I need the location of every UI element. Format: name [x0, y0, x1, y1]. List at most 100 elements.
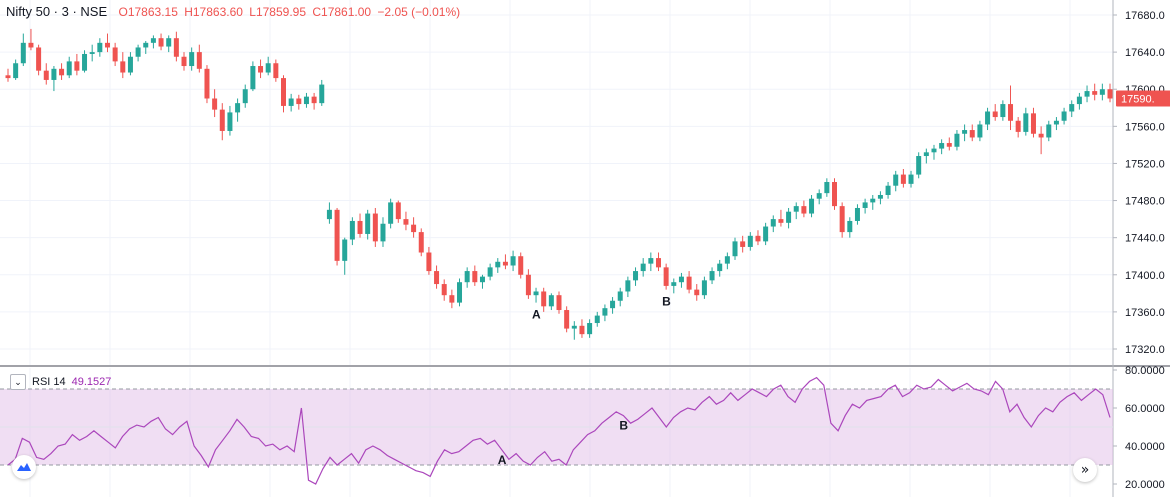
price-tick-label: 17320.0	[1125, 344, 1165, 356]
rsi-name[interactable]: RSI 14	[32, 376, 66, 388]
candle	[648, 258, 654, 264]
candle	[809, 198, 815, 214]
candle	[59, 68, 65, 76]
candle	[395, 202, 401, 220]
double-chevron-right-icon[interactable]: »	[1073, 458, 1097, 482]
candle	[89, 52, 95, 54]
candle	[502, 261, 508, 266]
candle	[579, 325, 585, 335]
candle	[939, 143, 945, 149]
candle	[885, 185, 891, 195]
candle	[204, 68, 210, 99]
candle	[28, 42, 34, 48]
candle	[288, 98, 294, 106]
candle	[594, 315, 600, 324]
candle	[135, 47, 141, 57]
rsi-tick-label: 40.0000	[1125, 441, 1165, 453]
candle	[916, 156, 922, 175]
candle	[854, 207, 860, 221]
candle	[709, 271, 715, 281]
candle	[479, 276, 485, 283]
price-tick-label: 17680.0	[1125, 10, 1165, 22]
price-tick-label: 17560.0	[1125, 121, 1165, 133]
candle	[372, 213, 378, 242]
candle	[962, 130, 968, 134]
candle	[1038, 133, 1044, 138]
candle	[740, 241, 746, 247]
candle	[1084, 91, 1090, 97]
symbol-title[interactable]: Nifty 50 · 3 · NSE	[6, 4, 108, 19]
rsi-legend: ⌄ RSI 14 49.1527	[10, 374, 111, 390]
candle	[862, 202, 868, 208]
candle	[434, 271, 440, 285]
candle	[74, 61, 80, 71]
candle	[1008, 104, 1014, 121]
candle	[839, 206, 845, 233]
rsi-tick-label: 20.0000	[1125, 479, 1165, 491]
candle	[678, 276, 684, 283]
candle	[686, 276, 692, 290]
candle	[189, 52, 195, 67]
candle	[877, 194, 883, 199]
rsi-tick-label: 60.0000	[1125, 403, 1165, 415]
candle	[533, 291, 539, 296]
candle	[464, 271, 470, 283]
rsi-annotation-b: B	[619, 419, 628, 433]
candle	[923, 152, 929, 157]
candle	[625, 280, 631, 292]
candle	[518, 256, 524, 275]
candle	[824, 182, 830, 194]
candle	[273, 63, 279, 79]
chevron-down-icon[interactable]: ⌄	[10, 374, 26, 390]
candle	[946, 143, 952, 147]
candle	[770, 219, 776, 227]
candle	[931, 148, 937, 153]
candle	[36, 47, 42, 71]
candle	[1015, 120, 1021, 132]
candle	[633, 271, 639, 281]
candle	[908, 174, 914, 184]
candle	[426, 252, 432, 272]
candle	[801, 206, 807, 214]
candle	[786, 211, 792, 223]
candle	[977, 124, 983, 138]
candle	[120, 61, 126, 73]
current-price-tag	[1116, 90, 1170, 107]
rsi-value: 49.1527	[71, 376, 112, 388]
candle	[1107, 89, 1113, 99]
candle	[66, 61, 72, 76]
candle	[242, 89, 248, 104]
candle	[1076, 96, 1082, 105]
high-value: H17863.60	[184, 5, 243, 19]
rsi-line	[7, 376, 1111, 485]
candle	[104, 42, 110, 48]
candle	[724, 256, 730, 264]
candle	[832, 182, 837, 207]
candle	[732, 241, 738, 257]
candle	[1053, 120, 1059, 125]
candle	[893, 174, 899, 186]
tradingview-logo-icon[interactable]	[12, 455, 36, 479]
candle	[717, 263, 723, 272]
candle	[587, 323, 593, 335]
candle	[694, 289, 700, 296]
candle	[365, 213, 371, 234]
candle	[1092, 91, 1098, 95]
candle	[1069, 104, 1075, 112]
rsi-annotation-a: A	[498, 453, 507, 467]
candle	[296, 98, 302, 105]
candle	[663, 267, 669, 286]
candle	[487, 267, 493, 277]
candle	[51, 68, 57, 80]
candle	[747, 235, 753, 247]
candle	[969, 130, 975, 138]
current-price-label: 17590.	[1121, 94, 1155, 106]
price-tick-label: 17440.0	[1125, 233, 1165, 245]
candle	[418, 232, 424, 253]
candle	[495, 261, 501, 268]
low-value: L17859.95	[249, 5, 307, 19]
candle	[449, 295, 455, 303]
candle	[181, 56, 187, 67]
candle	[1099, 89, 1105, 95]
